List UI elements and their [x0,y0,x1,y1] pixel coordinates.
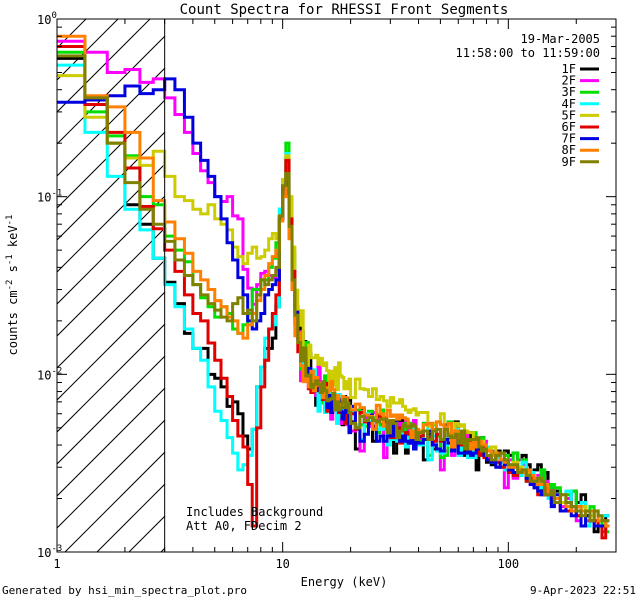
hatch-line [57,419,165,529]
legend-label-9F: 9F [562,155,576,169]
x-tick-label: 1 [53,557,60,571]
chart-title: Count Spectra for RHESSI Front Segments [180,2,509,18]
y-label-sup-1: -2 [5,280,15,291]
series-3F [57,50,610,534]
y-label-part-2: s [6,265,20,279]
hatch-line [57,195,165,305]
series-9F [57,54,610,523]
y-label-sup-2: -1 [5,254,15,265]
y-label-part-1: counts cm [6,290,20,355]
hatch-line [57,19,87,49]
hatch-line [57,19,119,81]
y-tick-label: 10-2 [37,366,62,382]
legend-label-1F: 1F [562,62,576,76]
x-tick-label: 10 [275,557,289,571]
y-tick-exponent: -1 [51,189,62,199]
y-label-part-3: keV [6,225,20,254]
annotation-line-1: Includes Background [186,505,323,519]
hatch-line [225,0,640,552]
annotation-line-2: Att A0, FDecim 2 [186,519,302,533]
y-axis-label: counts cm-2 s-1 keV-1 [5,215,20,356]
hatch-line [57,291,165,401]
legend-label-4F: 4F [562,97,576,111]
series-6F [57,45,610,540]
legend-label-7F: 7F [562,132,576,146]
hatch-line [57,387,165,497]
series-8F [57,34,610,528]
legend-date: 19-Mar-2005 [521,32,600,46]
legend-label-6F: 6F [562,120,576,134]
y-tick-exponent: -3 [51,544,62,554]
plot-frame [56,18,617,553]
hatch-line [57,355,165,465]
legend-label-3F: 3F [562,85,576,99]
series-layer [57,34,610,540]
legend-label-5F: 5F [562,108,576,122]
hatch-line [57,19,151,113]
x-axis-label: Energy (keV) [301,575,388,589]
hatch-line [57,35,165,145]
legend-label-8F: 8F [562,143,576,157]
y-tick-exponent: -2 [51,366,62,376]
y-tick-exponent: 0 [51,11,56,21]
annotation: Includes Background Att A0, FDecim 2 [186,505,323,533]
y-label-sup-3: -1 [5,215,15,226]
y-tick-label: 10-1 [37,189,62,205]
footer-date: 9-Apr-2023 22:51 [530,584,636,597]
hatch-line [96,483,165,552]
legend-time-range: 11:58:00 to 11:59:00 [456,46,601,60]
hatch-line [57,163,165,273]
hatch-line [57,227,165,337]
legend: 19-Mar-2005 11:58:00 to 11:59:00 1F2F3F4… [456,32,601,169]
x-tick-label: 100 [497,557,519,571]
legend-label-2F: 2F [562,74,576,88]
y-tick-label: 100 [37,11,57,27]
footer-generator: Generated by hsi_min_spectra_plot.pro [2,584,247,597]
